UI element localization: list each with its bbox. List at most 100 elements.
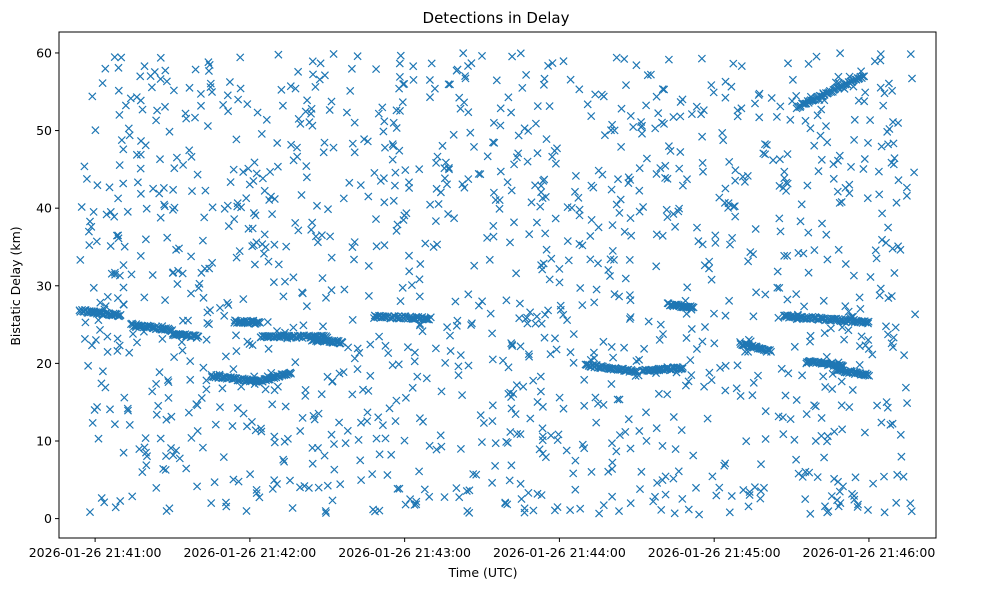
noise-detection (328, 496, 337, 505)
noise-detection (223, 201, 232, 210)
noise-detection (876, 83, 885, 92)
noise-detection (593, 259, 603, 268)
noise-detection (635, 485, 645, 494)
noise-detection (250, 260, 259, 269)
noise-detection (85, 508, 95, 517)
track-5-detection (286, 369, 296, 378)
noise-detection (548, 59, 557, 68)
noise-detection (656, 164, 665, 173)
noise-detection (727, 82, 736, 91)
noise-detection (689, 451, 698, 460)
noise-detection (444, 165, 454, 174)
noise-detection (674, 207, 683, 216)
noise-detection (125, 131, 134, 140)
noise-detection (589, 183, 598, 192)
noise-detection (196, 101, 206, 110)
noise-detection (253, 108, 262, 117)
noise-detection (305, 118, 314, 127)
noise-detection (467, 320, 476, 330)
noise-detection (896, 245, 905, 254)
noise-detection (563, 237, 572, 246)
noise-detection (232, 347, 241, 356)
noise-detection (172, 245, 181, 254)
noise-detection (296, 426, 305, 436)
noise-detection (315, 75, 324, 84)
noise-detection (450, 214, 459, 223)
noise-detection (401, 166, 410, 175)
noise-detection (136, 72, 145, 81)
noise-detection (278, 101, 287, 110)
noise-detection (323, 205, 333, 214)
noise-detection (308, 218, 317, 227)
noise-detection (520, 508, 529, 517)
noise-detection (559, 57, 568, 66)
noise-detection (454, 371, 463, 380)
noise-detection (224, 222, 233, 231)
noise-detection (185, 83, 194, 92)
noise-detection (606, 126, 616, 135)
noise-detection (537, 319, 546, 328)
noise-detection (574, 193, 583, 202)
noise-detection (368, 470, 377, 479)
noise-detection (490, 138, 499, 147)
noise-detection (119, 261, 128, 270)
noise-detection (559, 310, 568, 319)
noise-detection (737, 104, 746, 113)
track-14-detection (783, 311, 793, 320)
noise-detection (162, 77, 171, 86)
noise-detection (89, 283, 98, 292)
y-tick-label: 60 (36, 45, 52, 60)
noise-detection (356, 418, 366, 427)
noise-detection (629, 122, 638, 132)
noise-detection (586, 255, 595, 264)
noise-detection (801, 495, 810, 504)
noise-detection (225, 77, 234, 87)
noise-detection (249, 176, 258, 186)
noise-detection (303, 96, 312, 105)
noise-detection (483, 152, 492, 161)
y-axis-label: Bistatic Delay (km) (8, 226, 23, 345)
noise-detection (834, 72, 843, 81)
noise-detection (442, 180, 452, 189)
noise-detection (366, 371, 375, 380)
noise-detection (429, 242, 438, 252)
noise-detection (850, 495, 859, 504)
noise-detection (841, 302, 850, 311)
x-tick-label: 2026-01-26 21:43:00 (338, 545, 471, 560)
noise-detection (508, 341, 517, 350)
noise-detection (228, 421, 237, 431)
noise-detection (886, 420, 895, 429)
noise-detection (320, 451, 329, 460)
detections-layer (75, 49, 920, 519)
noise-detection (589, 348, 598, 357)
noise-detection (385, 404, 394, 413)
noise-detection (736, 391, 745, 401)
noise-detection (786, 415, 795, 424)
noise-detection (607, 185, 616, 194)
noise-detection (608, 464, 617, 474)
noise-detection (432, 158, 441, 167)
noise-detection (544, 306, 553, 315)
noise-detection (737, 62, 746, 71)
noise-detection (156, 74, 165, 84)
noise-detection (194, 283, 203, 293)
noise-detection (783, 179, 792, 188)
noise-detection (405, 267, 414, 276)
track-17-detection (809, 95, 818, 104)
noise-detection (452, 66, 461, 75)
noise-detection (698, 158, 707, 167)
noise-detection (456, 351, 465, 360)
noise-detection (830, 474, 839, 483)
noise-detection (314, 483, 323, 492)
noise-detection (327, 286, 336, 295)
track-14-detection (864, 317, 873, 326)
noise-detection (348, 390, 357, 399)
noise-detection (211, 420, 220, 429)
noise-detection (639, 202, 648, 212)
noise-detection (721, 361, 730, 370)
noise-detection (774, 313, 783, 322)
noise-detection (248, 224, 257, 233)
noise-detection (536, 372, 545, 381)
noise-detection (372, 434, 381, 443)
